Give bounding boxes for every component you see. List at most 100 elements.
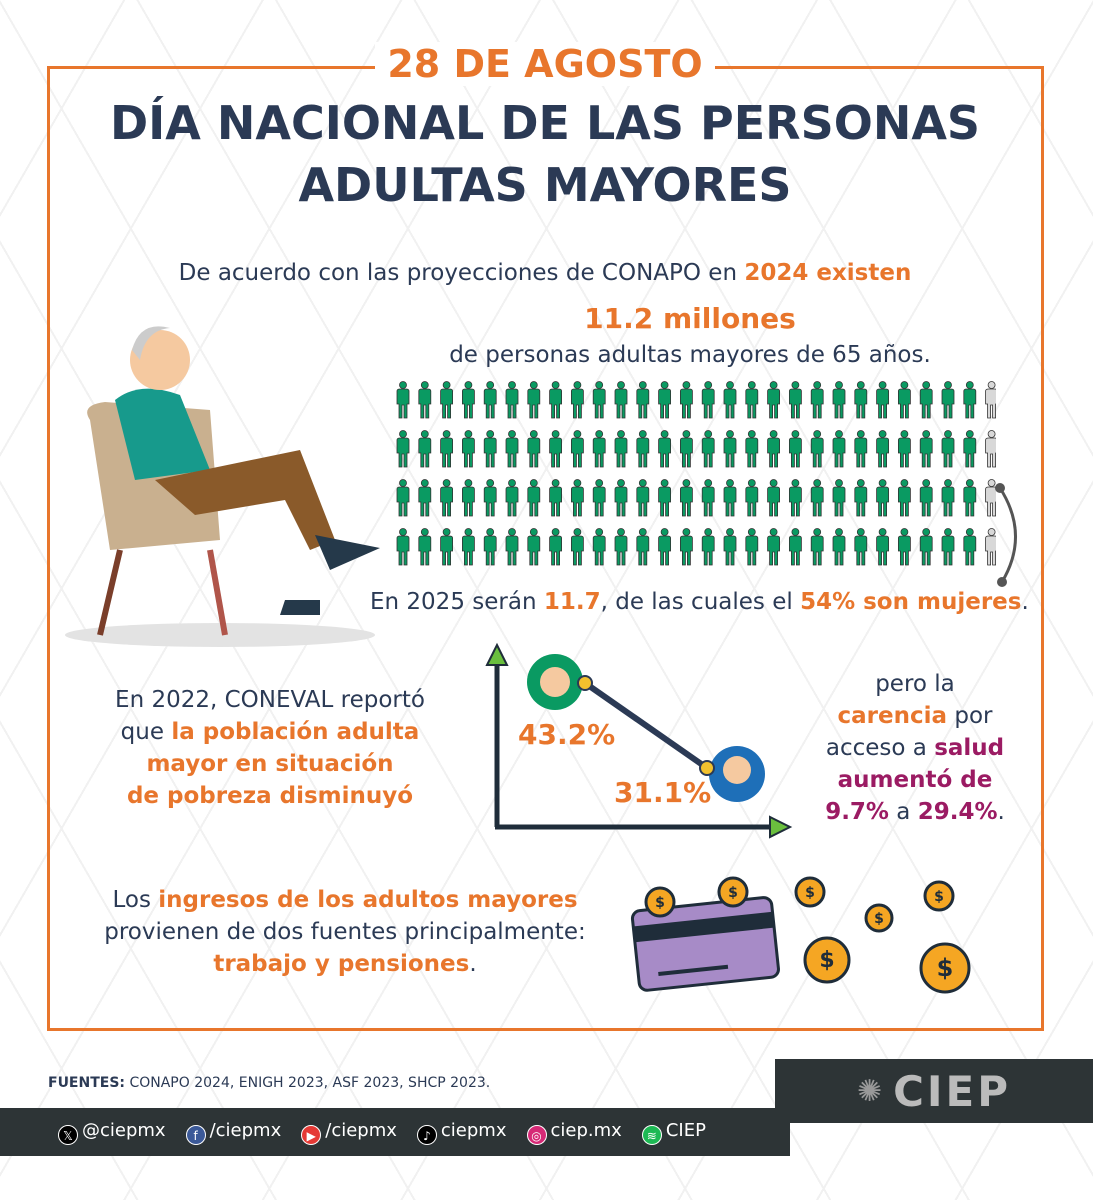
title-line: ADULTAS MAYORES: [298, 158, 792, 212]
person-icon: [396, 430, 410, 468]
person-icon: [679, 479, 693, 517]
person-icon: [396, 381, 410, 419]
person-icon: [788, 430, 802, 468]
person-icon: [658, 479, 672, 517]
person-icon: [854, 528, 868, 566]
person-icon: [767, 479, 781, 517]
svg-text:$: $: [805, 885, 815, 901]
person-icon: [505, 479, 519, 517]
person-icon: [876, 430, 890, 468]
social-link-instagram[interactable]: ◎ ciep.mx: [526, 1120, 622, 1145]
person-icon: [963, 479, 977, 517]
person-icon: [767, 430, 781, 468]
person-icon: [854, 430, 868, 468]
person-icon: [592, 528, 606, 566]
person-icon: [745, 528, 759, 566]
person-icon: [919, 430, 933, 468]
svg-text:$: $: [728, 885, 738, 901]
health-text: pero la carencia por acceso a salud aumentó…: [825, 671, 1005, 825]
person-icon: [810, 381, 824, 419]
person-icon: [396, 528, 410, 566]
person-icon: [527, 430, 541, 468]
person-icon: [440, 381, 453, 419]
person-icon: [941, 381, 955, 419]
person-icon: [549, 528, 563, 566]
person-icon: [810, 528, 824, 566]
person-icon: [701, 479, 715, 517]
person-icon: [396, 479, 410, 517]
person-icon: [614, 430, 628, 468]
ciep-logo: ✺ CIEP: [775, 1059, 1093, 1123]
person-icon: [810, 479, 824, 517]
population-intro: De acuerdo con las proyecciones de CONAP…: [178, 260, 912, 286]
person-icon: [679, 430, 693, 468]
person-icon: [592, 381, 606, 419]
tiktok-icon: ♪: [416, 1125, 437, 1145]
person-icon: [570, 479, 584, 517]
person-icon: [483, 430, 497, 468]
person-icon: [701, 430, 715, 468]
person-icon: [658, 381, 672, 419]
poverty-chart: [485, 642, 793, 839]
person-icon: [462, 528, 475, 566]
person-icon: [505, 430, 519, 468]
person-icon: [941, 528, 955, 566]
person-icon: [745, 381, 759, 419]
person-icon: [549, 479, 563, 517]
value-2022: 31.1%: [614, 776, 712, 809]
person-icon: [941, 430, 955, 468]
person-icon-empty: [985, 479, 996, 517]
social-link-x[interactable]: 𝕏 @ciepmx: [58, 1120, 166, 1145]
svg-text:$: $: [934, 889, 944, 905]
social-link-spotify[interactable]: ≋ CIEP: [641, 1120, 706, 1145]
person-icon: [876, 479, 890, 517]
person-icon: [527, 381, 541, 419]
person-icon: [701, 528, 715, 566]
person-icon: [483, 528, 497, 566]
social-link-facebook[interactable]: f/ciepmx: [185, 1120, 281, 1145]
person-icon: [941, 479, 955, 517]
person-icon: [483, 479, 497, 517]
person-icon: [854, 479, 868, 517]
date-heading: 28 DE AGOSTO: [375, 42, 715, 86]
social-label: ciep.mx: [550, 1120, 622, 1141]
person-icon: [745, 430, 759, 468]
social-link-tiktok[interactable]: ♪ ciepmx: [416, 1120, 507, 1145]
person-icon: [527, 528, 541, 566]
social-link-youtube[interactable]: ▶/ciepmx: [301, 1120, 397, 1145]
person-icon: [592, 430, 606, 468]
person-icon: [876, 528, 890, 566]
person-icon: [614, 528, 628, 566]
person-icon: [418, 528, 432, 566]
social-label: CIEP: [665, 1120, 706, 1141]
person-icon: [767, 528, 781, 566]
income-text: Los ingresos de los adultos mayores provi…: [104, 887, 586, 977]
person-icon: [788, 381, 802, 419]
person-icon: [440, 528, 453, 566]
person-icon: [897, 528, 911, 566]
social-label: @ciepmx: [82, 1120, 166, 1141]
person-icon: [723, 381, 737, 419]
person-icon: [963, 528, 977, 566]
instagram-icon: ◎: [526, 1125, 547, 1145]
person-icon: [570, 381, 584, 419]
person-icon: [636, 528, 650, 566]
person-icon: [897, 430, 911, 468]
data-point: [699, 760, 715, 776]
person-icon: [897, 479, 911, 517]
trend-line: [583, 680, 709, 771]
title-line: DÍA NACIONAL DE LAS PERSONAS: [109, 96, 981, 150]
person-icon: [876, 381, 890, 419]
person-icon: [897, 381, 911, 419]
person-icon: [723, 479, 737, 517]
person-icon: [919, 381, 933, 419]
person-icon: [788, 479, 802, 517]
person-icon: [679, 381, 693, 419]
facebook-icon: f: [185, 1125, 206, 1145]
person-icon: [658, 430, 672, 468]
person-icon: [636, 381, 650, 419]
svg-text:$: $: [937, 954, 954, 982]
person-icon: [418, 430, 432, 468]
person-icon: [919, 479, 933, 517]
